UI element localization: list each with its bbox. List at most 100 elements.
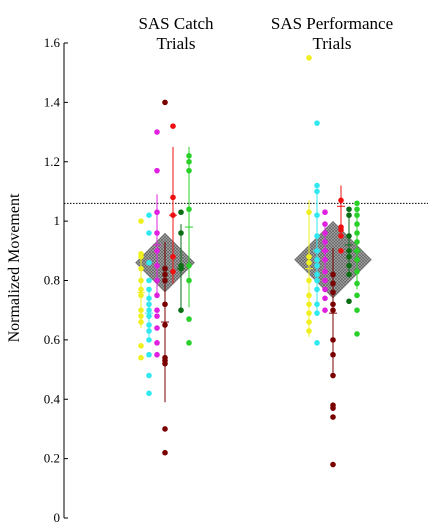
- data-point: [146, 259, 152, 266]
- data-point: [146, 212, 152, 218]
- data-point: [330, 372, 336, 379]
- data-point: [314, 277, 320, 284]
- data-point: [330, 461, 336, 468]
- data-point: [138, 307, 144, 313]
- series-4: [161, 99, 169, 456]
- series-6: [177, 209, 185, 314]
- y-tick-label: 0.4: [44, 391, 61, 406]
- series-5: [169, 123, 177, 284]
- data-point: [178, 209, 184, 216]
- data-point: [306, 328, 312, 334]
- y-tick-label: 1: [54, 213, 61, 228]
- data-point: [322, 230, 328, 236]
- data-point: [306, 301, 312, 308]
- data-point: [138, 218, 144, 224]
- data-point: [186, 340, 192, 346]
- y-tick-label: 1.2: [44, 154, 60, 169]
- data-point: [322, 209, 328, 216]
- data-point: [314, 310, 320, 316]
- data-point: [306, 259, 312, 266]
- data-point: [354, 292, 360, 299]
- data-point: [162, 360, 168, 367]
- data-point: [338, 233, 344, 239]
- data-point: [178, 307, 184, 313]
- data-point: [186, 153, 192, 159]
- data-point: [330, 414, 336, 420]
- data-point: [346, 212, 352, 218]
- series-2: [313, 120, 321, 346]
- data-point: [138, 253, 144, 260]
- data-point: [138, 292, 144, 299]
- series-7: [353, 200, 361, 337]
- data-point: [322, 221, 328, 227]
- data-point: [322, 307, 328, 313]
- data-point: [146, 337, 152, 343]
- data-point: [162, 271, 168, 278]
- data-point: [146, 322, 152, 328]
- data-point: [162, 265, 168, 272]
- data-point: [346, 271, 352, 278]
- data-point: [306, 209, 312, 216]
- series-2: [145, 212, 153, 397]
- data-point: [138, 265, 144, 272]
- series-6: [345, 206, 353, 305]
- data-point: [146, 286, 152, 293]
- series-1: [305, 55, 313, 337]
- data-point: [354, 307, 360, 313]
- data-point: [330, 271, 336, 278]
- series-1: [137, 218, 145, 361]
- data-point: [354, 331, 360, 337]
- y-tick-label: 0.6: [44, 332, 61, 347]
- data-point: [154, 167, 160, 174]
- data-point: [138, 343, 144, 349]
- data-point: [146, 313, 152, 319]
- data-point: [322, 248, 328, 254]
- data-point: [306, 292, 312, 299]
- data-point: [146, 230, 152, 236]
- data-point: [138, 277, 144, 284]
- data-point: [146, 277, 152, 284]
- data-point: [154, 277, 160, 284]
- data-point: [146, 295, 152, 302]
- data-point: [354, 256, 360, 263]
- data-point: [354, 280, 360, 287]
- data-point: [306, 319, 312, 325]
- data-point: [178, 230, 184, 236]
- data-point: [314, 248, 320, 254]
- data-point: [186, 262, 192, 269]
- data-point: [322, 295, 328, 302]
- data-point: [314, 256, 320, 263]
- data-point: [170, 123, 176, 129]
- data-point: [330, 405, 336, 411]
- data-point: [322, 256, 328, 263]
- data-point: [314, 233, 320, 239]
- data-point: [154, 230, 160, 236]
- data-point: [354, 212, 360, 218]
- data-point: [154, 325, 160, 331]
- data-point: [314, 286, 320, 293]
- data-point: [178, 265, 184, 272]
- data-point: [306, 55, 312, 61]
- data-point: [146, 372, 152, 379]
- series-3: [321, 209, 329, 313]
- data-point: [338, 227, 344, 233]
- y-tick-label: 0: [54, 510, 61, 525]
- data-point: [330, 289, 336, 296]
- data-point: [306, 277, 312, 284]
- data-point: [338, 197, 344, 204]
- data-point: [170, 253, 176, 260]
- data-point: [186, 316, 192, 322]
- data-point: [346, 253, 352, 260]
- data-point: [162, 301, 168, 308]
- data-point: [346, 248, 352, 254]
- data-point: [154, 129, 160, 135]
- series-3: [153, 129, 161, 358]
- data-point: [162, 99, 168, 106]
- y-tick-label: 0.8: [44, 273, 60, 288]
- data-point: [346, 298, 352, 305]
- data-point: [330, 337, 336, 343]
- data-point: [154, 340, 160, 346]
